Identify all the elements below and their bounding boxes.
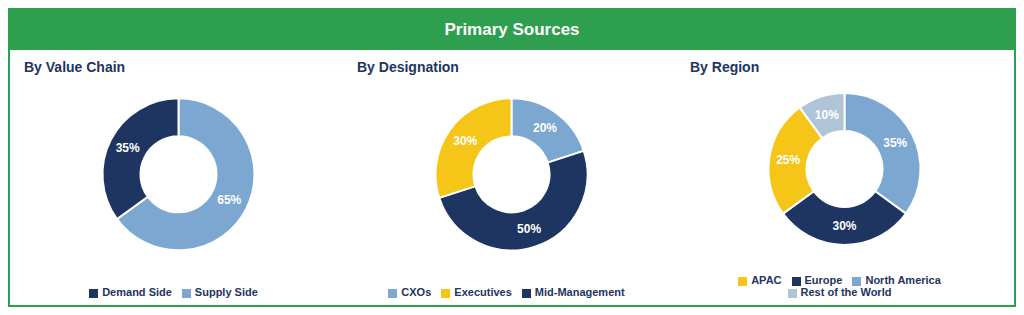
svg-text:35%: 35%	[883, 136, 907, 150]
html-text:APAC: APAC	[751, 274, 782, 286]
svg-text:30%: 30%	[453, 134, 477, 148]
svg-text:10%: 10%	[815, 108, 839, 122]
html-text:Europe: Europe	[804, 274, 843, 286]
html-text:Executives: Executives	[454, 286, 512, 298]
html-text:Supply Side: Supply Side	[194, 286, 258, 298]
html-text:Demand Side: Demand Side	[102, 286, 172, 298]
svg-text:35%: 35%	[116, 141, 140, 155]
html-text:By Designation: By Designation	[357, 59, 459, 75]
svg-text:65%: 65%	[217, 193, 241, 207]
svg-text:20%: 20%	[533, 121, 557, 135]
html-text:By Region: By Region	[690, 59, 760, 75]
svg-text:25%: 25%	[776, 153, 800, 167]
svg-text:50%: 50%	[517, 222, 541, 236]
html-text:CXOs: CXOs	[401, 286, 432, 298]
html-text:North America: North America	[865, 274, 941, 286]
html-text:Primary Sources: Primary Sources	[444, 20, 580, 39]
html-text:Rest of the World: Rest of the World	[800, 286, 892, 298]
html-text:Mid-Management: Mid-Management	[534, 286, 625, 298]
html-text:By Value Chain: By Value Chain	[24, 59, 126, 75]
svg-text:30%: 30%	[832, 219, 856, 233]
